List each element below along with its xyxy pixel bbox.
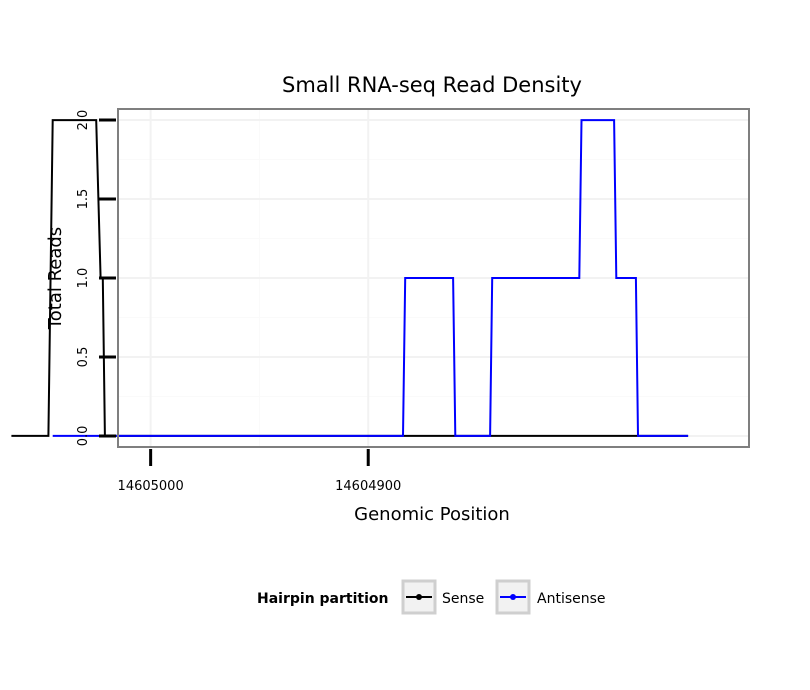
x-tick-label: 14605000 xyxy=(118,479,184,494)
grid xyxy=(118,109,749,447)
y-tick-label: 0.0 xyxy=(76,426,91,447)
x-axis: 14605000 14604900 xyxy=(118,449,401,494)
y-tick-label: 1.0 xyxy=(76,268,91,289)
chart-title: Small RNA-seq Read Density xyxy=(282,73,582,97)
y-axis: 0.0 0.5 1.0 1.5 2.0 xyxy=(76,110,116,447)
legend-title: Hairpin partition xyxy=(257,591,388,607)
y-tick-label: 2.0 xyxy=(76,110,91,131)
x-axis-title: Genomic Position xyxy=(354,504,510,525)
legend-label-antisense: Antisense xyxy=(537,591,606,607)
x-tick-label: 14604900 xyxy=(335,479,401,494)
y-axis-title: Total Reads xyxy=(45,227,66,330)
legend-label-sense: Sense xyxy=(442,591,484,607)
legend-key-sense-point xyxy=(416,594,422,600)
plot-border xyxy=(117,108,750,448)
legend-key-antisense-point xyxy=(510,594,516,600)
series-line-antisense xyxy=(52,119,689,437)
y-tick-label: 0.5 xyxy=(76,347,91,368)
y-tick-label: 1.5 xyxy=(76,189,91,210)
legend: Hairpin partition Sense Antisense xyxy=(257,579,606,615)
